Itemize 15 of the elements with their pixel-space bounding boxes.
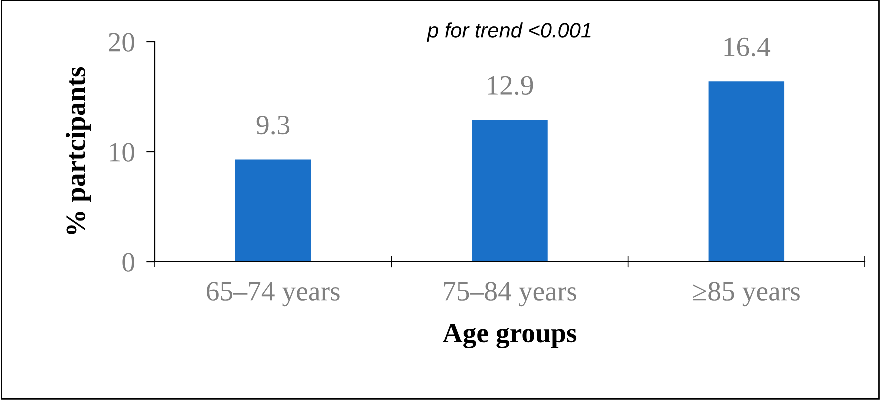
bar: [472, 120, 548, 262]
data-label: 9.3: [256, 116, 290, 135]
x-axis-title: Age groups: [442, 324, 577, 348]
x-tick-label: 65–74 years: [207, 282, 340, 307]
y-tick-label: 0: [122, 253, 134, 272]
annotation: p for trend <0.001: [426, 22, 591, 42]
x-tick-label: ≥85 years: [694, 282, 800, 307]
data-label: 16.4: [724, 38, 771, 57]
data-label: 12.9: [488, 76, 534, 96]
y-tick-label: 20: [108, 33, 134, 52]
y-tick-label: 10: [110, 143, 134, 162]
x-tick-label: 75–84 years: [444, 282, 576, 307]
y-axis-title: % partcipants: [66, 67, 92, 234]
bar: [235, 160, 312, 262]
bar: [708, 82, 785, 262]
